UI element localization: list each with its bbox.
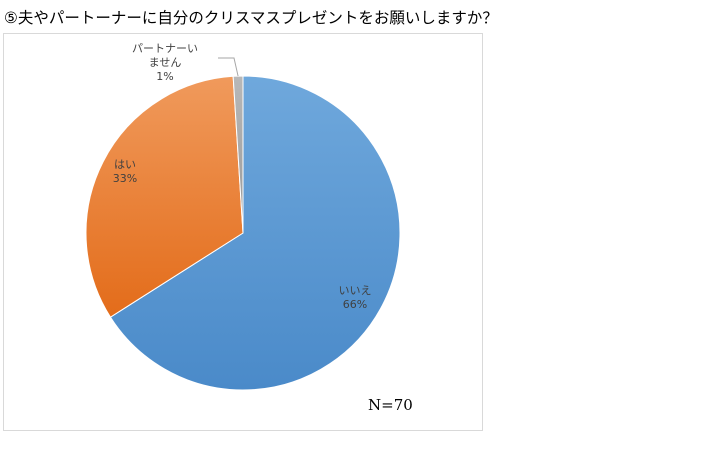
data-label-value: 66%: [342, 298, 368, 311]
leader-line: [218, 57, 239, 77]
data-label-value: 33%: [112, 172, 138, 185]
data-label-value: 1%: [156, 70, 174, 83]
annotation: N=70: [368, 396, 413, 414]
pie-slice: [85, 75, 244, 318]
data-label: はい: [114, 158, 136, 171]
chart-frame: [3, 33, 483, 431]
pie-slice: [109, 75, 401, 391]
chart-title: ⑤夫やパートーナーに自分のクリスマスプレゼントをお願いしますか？: [4, 9, 498, 27]
data-label: パートナーいません: [132, 42, 198, 69]
data-label: いいえ: [338, 284, 372, 297]
pie-slice: [232, 75, 244, 234]
